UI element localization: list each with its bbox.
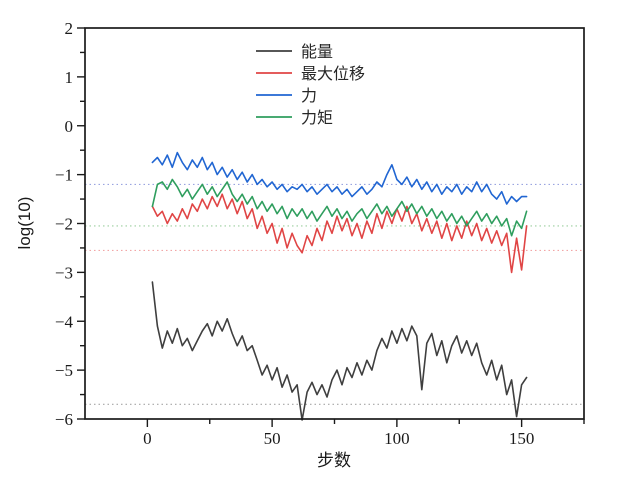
y-tick-label: 2 (65, 19, 74, 38)
legend-label-max-displacement: 最大位移 (301, 65, 365, 83)
y-tick-label: −2 (55, 215, 73, 234)
y-tick-label: −1 (55, 166, 73, 185)
y-axis-label: log(10) (15, 197, 34, 250)
legend-label-force: 力 (301, 87, 317, 105)
x-tick-label: 0 (143, 429, 152, 448)
series-line-torque (151, 178, 528, 237)
series-lines (151, 151, 528, 421)
tick-labels: 0 50 100 150 2 1 0 −1 −2 −3 −4 −5 −6 (55, 19, 534, 448)
x-tick-label: 100 (384, 429, 410, 448)
x-axis-label: 步数 (317, 451, 351, 470)
y-tick-label: 0 (65, 117, 74, 136)
series-line-max-displacement (151, 193, 528, 274)
x-tick-label: 150 (509, 429, 535, 448)
series-line-energy (151, 281, 528, 421)
legend-label-energy: 能量 (301, 43, 333, 61)
y-tick-label: 1 (65, 68, 74, 87)
y-tick-label: −5 (55, 361, 73, 380)
axis-ticks (77, 27, 585, 427)
y-tick-label: −6 (55, 410, 73, 429)
y-tick-label: −3 (55, 263, 73, 282)
legend-label-torque: 力矩 (301, 109, 333, 127)
y-tick-label: −4 (55, 312, 74, 331)
series-line-force (151, 151, 528, 205)
threshold-lines (85, 183, 584, 405)
x-tick-label: 50 (264, 429, 281, 448)
